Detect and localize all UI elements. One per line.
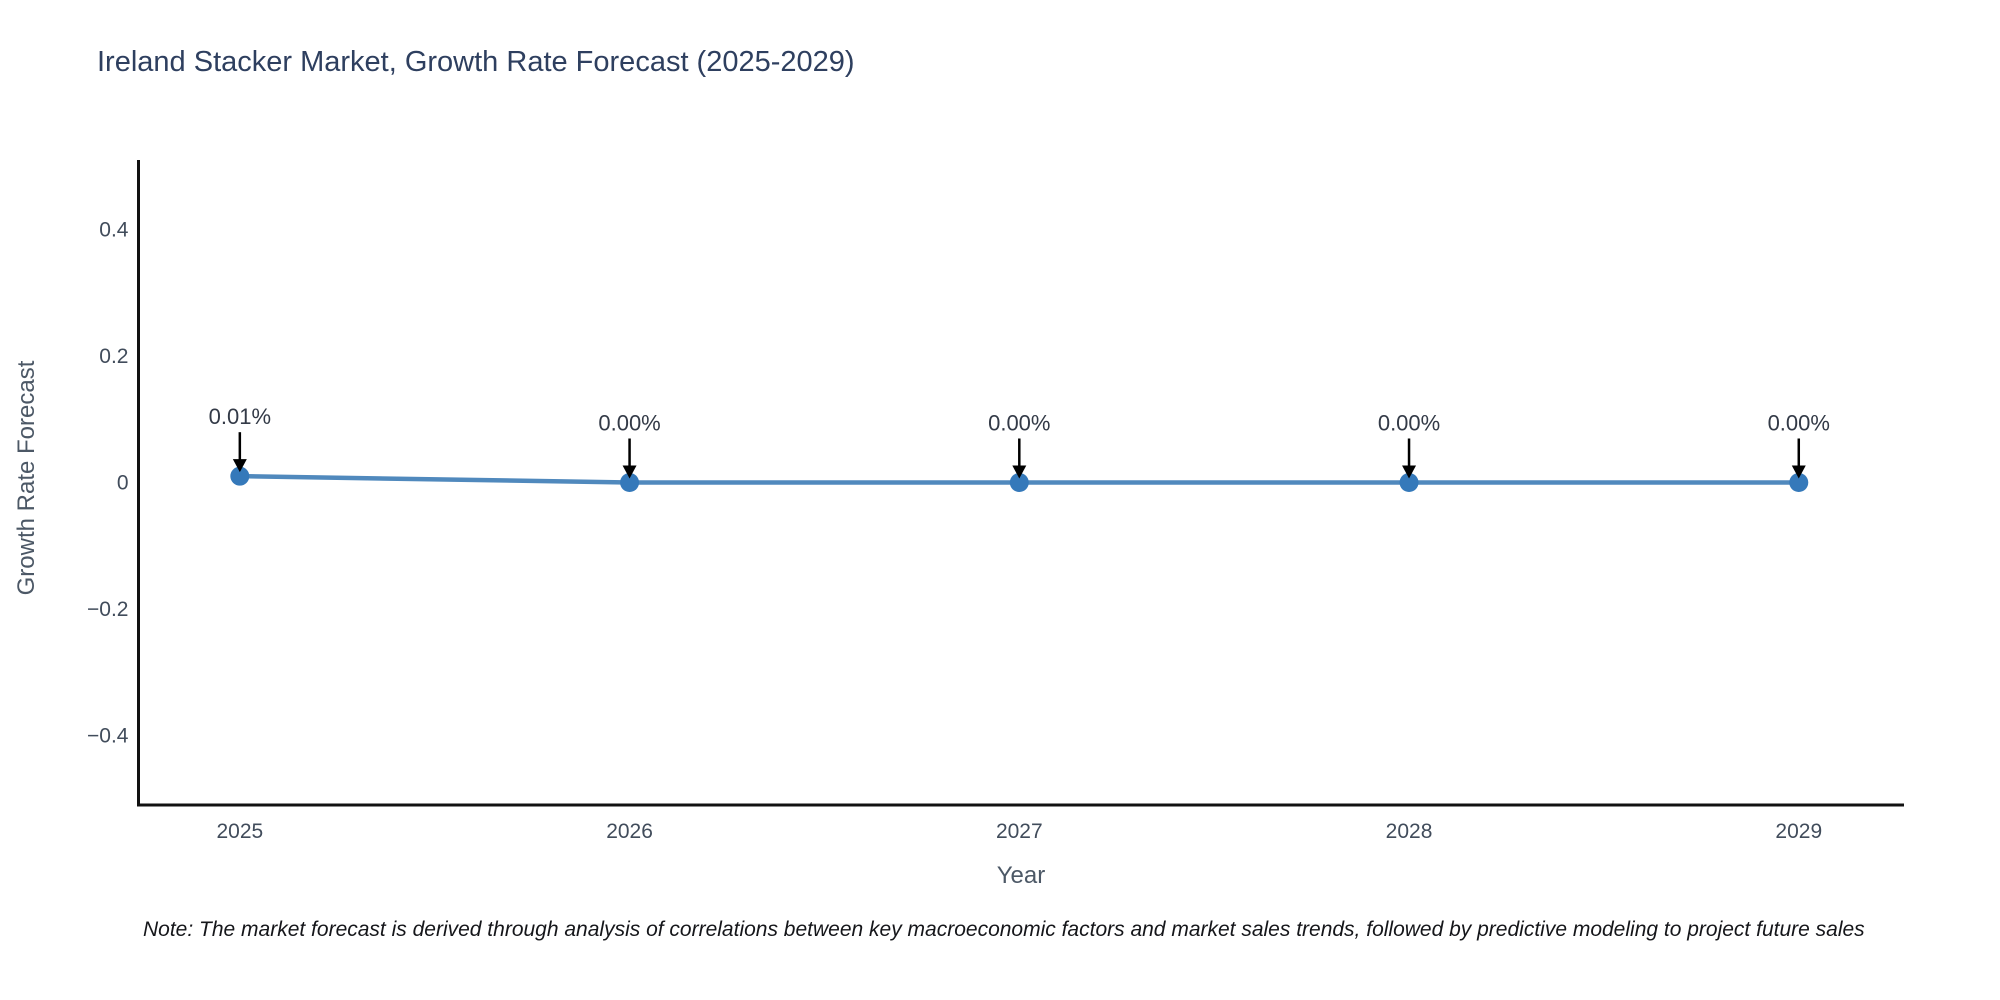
y-tick-label: 0 — [117, 472, 129, 495]
x-tick-label: 2026 — [606, 820, 653, 843]
data-point — [620, 473, 640, 492]
data-point — [1789, 473, 1809, 492]
y-tick-label: −0.4 — [87, 724, 129, 747]
data-point — [230, 466, 250, 486]
x-tick-label: 2027 — [996, 820, 1043, 843]
data-label: 0.00% — [1768, 411, 1830, 436]
x-tick-label: 2029 — [1775, 820, 1822, 843]
y-tick-label: −0.2 — [87, 598, 128, 621]
y-tick-label: 0.4 — [99, 219, 129, 242]
annotation-arrowhead-icon — [232, 459, 247, 473]
x-tick-label: 2025 — [216, 820, 263, 843]
footnote: Note: The market forecast is derived thr… — [143, 918, 1865, 941]
data-label: 0.01% — [209, 404, 271, 429]
chart-title: Ireland Stacker Market, Growth Rate Fore… — [97, 46, 855, 78]
annotation-arrowhead-icon — [1402, 465, 1417, 479]
data-point — [1399, 473, 1419, 492]
data-label: 0.00% — [598, 411, 660, 436]
x-tick-label: 2028 — [1386, 820, 1433, 843]
x-axis-label: Year — [996, 862, 1046, 889]
annotation-arrowhead-icon — [622, 465, 637, 479]
annotation-arrowhead-icon — [1791, 465, 1806, 479]
data-label: 0.00% — [988, 411, 1050, 436]
data-label: 0.00% — [1378, 411, 1440, 436]
data-point — [1009, 473, 1029, 492]
y-tick-label: 0.2 — [99, 345, 128, 368]
annotation-arrowhead-icon — [1012, 465, 1027, 479]
